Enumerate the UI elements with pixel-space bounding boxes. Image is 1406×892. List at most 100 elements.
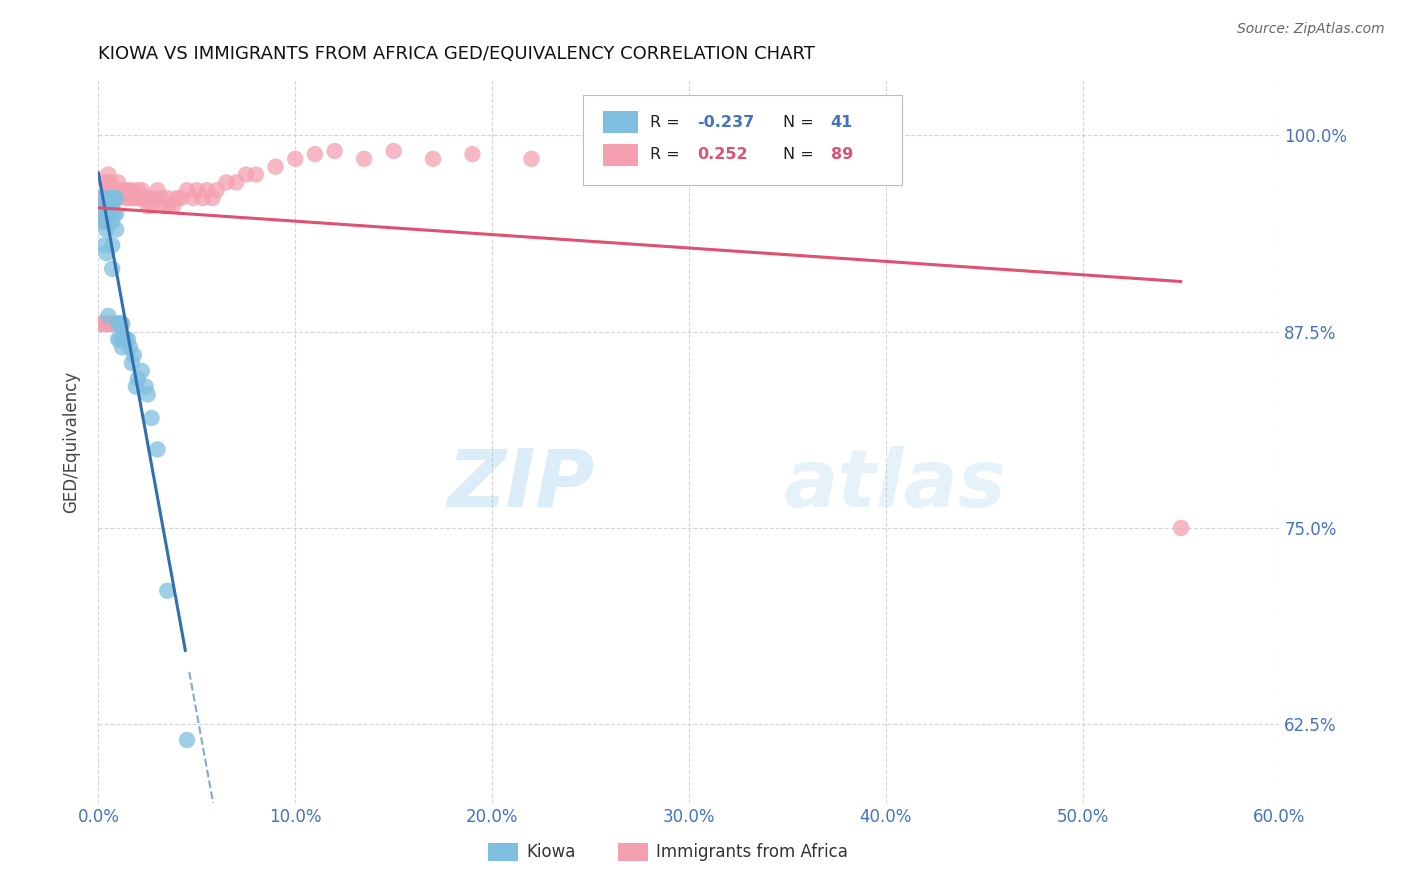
Point — [225, 175, 247, 189]
FancyBboxPatch shape — [619, 843, 648, 861]
Point — [96, 199, 118, 213]
Point — [91, 207, 114, 221]
Point — [101, 199, 124, 213]
Point — [176, 733, 198, 747]
Point — [93, 317, 115, 331]
Point — [107, 191, 129, 205]
Point — [89, 191, 111, 205]
Point — [107, 317, 129, 331]
FancyBboxPatch shape — [488, 843, 517, 861]
Text: KIOWA VS IMMIGRANTS FROM AFRICA GED/EQUIVALENCY CORRELATION CHART: KIOWA VS IMMIGRANTS FROM AFRICA GED/EQUI… — [98, 45, 815, 63]
Point — [136, 199, 159, 213]
Point — [146, 442, 169, 457]
Point — [128, 191, 150, 205]
Point — [91, 207, 114, 221]
Y-axis label: GED/Equivalency: GED/Equivalency — [62, 370, 80, 513]
Point — [353, 152, 375, 166]
Point — [422, 152, 444, 166]
Point — [235, 168, 257, 182]
Point — [97, 168, 120, 182]
Point — [118, 340, 141, 354]
Point — [97, 191, 120, 205]
Point — [201, 191, 224, 205]
Point — [93, 238, 115, 252]
Point — [96, 214, 118, 228]
Point — [1170, 521, 1192, 535]
Point — [121, 356, 143, 370]
Point — [101, 238, 124, 252]
Point — [98, 317, 121, 331]
Point — [156, 191, 179, 205]
Point — [245, 168, 267, 182]
Point — [111, 183, 134, 197]
Point — [118, 191, 141, 205]
Text: Immigrants from Africa: Immigrants from Africa — [655, 843, 848, 861]
Point — [125, 379, 148, 393]
Point — [111, 317, 134, 331]
Point — [115, 333, 138, 347]
Point — [91, 317, 114, 331]
Point — [105, 317, 128, 331]
Point — [382, 144, 405, 158]
Point — [93, 214, 115, 228]
Point — [108, 317, 131, 331]
Point — [108, 333, 131, 347]
Point — [117, 183, 139, 197]
Point — [170, 191, 193, 205]
Point — [191, 191, 214, 205]
Point — [98, 191, 121, 205]
Point — [152, 199, 174, 213]
Point — [105, 207, 128, 221]
Point — [97, 207, 120, 221]
Point — [96, 191, 118, 205]
Point — [103, 317, 125, 331]
Point — [162, 199, 184, 213]
Point — [108, 183, 131, 197]
Text: N =: N = — [783, 147, 820, 162]
Point — [157, 199, 180, 213]
Point — [141, 411, 163, 425]
Point — [131, 183, 153, 197]
Point — [112, 183, 135, 197]
Point — [186, 183, 208, 197]
Point — [98, 183, 121, 197]
Text: Kiowa: Kiowa — [526, 843, 575, 861]
Point — [93, 207, 115, 221]
Point — [96, 175, 118, 189]
Point — [111, 317, 134, 331]
Point — [96, 317, 118, 331]
Point — [131, 364, 153, 378]
Point — [264, 160, 287, 174]
Point — [103, 183, 125, 197]
Point — [103, 191, 125, 205]
Text: ZIP: ZIP — [447, 446, 595, 524]
Point — [89, 191, 111, 205]
Point — [105, 183, 128, 197]
Point — [97, 317, 120, 331]
Point — [93, 199, 115, 213]
Point — [142, 191, 165, 205]
Point — [107, 333, 129, 347]
Point — [166, 191, 188, 205]
Point — [112, 333, 135, 347]
Point — [93, 214, 115, 228]
Point — [304, 147, 326, 161]
Point — [97, 199, 120, 213]
Point — [323, 144, 346, 158]
Text: atlas: atlas — [783, 446, 1007, 524]
Point — [103, 191, 125, 205]
Point — [97, 183, 120, 197]
Point — [96, 222, 118, 236]
Text: Source: ZipAtlas.com: Source: ZipAtlas.com — [1237, 22, 1385, 37]
Point — [127, 372, 149, 386]
Text: R =: R = — [650, 115, 685, 129]
Text: 89: 89 — [831, 147, 853, 162]
Point — [101, 183, 124, 197]
FancyBboxPatch shape — [603, 144, 638, 166]
Point — [98, 191, 121, 205]
Point — [176, 183, 198, 197]
Point — [127, 183, 149, 197]
Point — [520, 152, 543, 166]
Point — [91, 214, 114, 228]
Point — [461, 147, 484, 161]
